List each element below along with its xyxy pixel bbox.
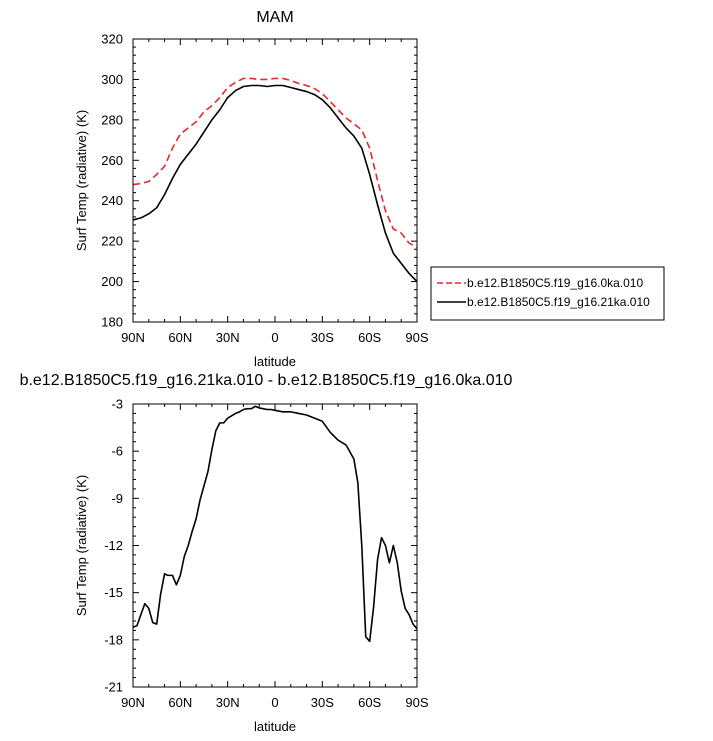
bottom-chart-xtick-label: 60N [168,695,192,710]
bottom-chart-xtick-label: 30S [311,695,334,710]
bottom-chart-frame [132,403,418,688]
bottom-chart-ytick-label: -6 [111,444,123,459]
bottom-chart-xtick-label: 90S [405,695,428,710]
top-chart-series [132,77,418,283]
bottom-chart-ylabel: Surf Temp (radiative) (K) [74,475,89,616]
legend: b.e12.B1850C5.f19_g16.0ka.010 b.e12.B185… [430,266,665,321]
bottom-chart-series-line-0 [132,405,418,643]
top-chart-xtick-label: 30S [311,330,334,345]
top-chart-frame [132,38,418,323]
bottom-chart-ytick-label: -18 [104,632,123,647]
top-chart-ytick-label: 240 [101,193,123,208]
top-chart-xtick-label: 90N [121,330,145,345]
bottom-chart-series [132,405,418,643]
top-chart-ytick-label: 220 [101,234,123,249]
bottom-chart-xtick-label: 60S [358,695,381,710]
bottom-chart-xtick-label: 0 [271,695,278,710]
legend-label-21ka: b.e12.B1850C5.f19_g16.21ka.010 [467,295,650,309]
bottom-chart-title: b.e12.B1850C5.f19_g16.21ka.010 - b.e12.B… [20,372,513,389]
bottom-chart-ytick-label: -9 [111,491,123,506]
top-chart-title: MAM [256,9,293,26]
top-chart-xlabel: latitude [254,354,296,369]
legend-label-0ka: b.e12.B1850C5.f19_g16.0ka.010 [467,276,643,290]
top-chart-xtick-label: 60S [358,330,381,345]
bottom-chart-xtick-label: 30N [216,695,240,710]
bottom-chart-ytick-label: -12 [104,538,123,553]
top-chart-ytick-label: 260 [101,153,123,168]
top-chart-ytick-label: 180 [101,315,123,330]
top-chart-series-line-0 [132,77,418,248]
bottom-chart-xtick-label: 90N [121,695,145,710]
top-chart-ticks: 90N 60N 30N 0 30S 60S 90S 180 200 220 240 260 280 300… [101,32,429,346]
bottom-chart-ytick-label: -21 [104,680,123,695]
top-chart-xtick-label: 0 [271,330,278,345]
top-chart-xtick-label: 60N [168,330,192,345]
top-chart-xtick-label: 30N [216,330,240,345]
top-chart-ytick-label: 280 [101,112,123,127]
legend-box [430,266,665,321]
top-chart-series-line-1 [132,84,418,283]
bottom-chart: b.e12.B1850C5.f19_g16.21ka.010 - b.e12.B… [20,372,513,734]
top-chart-xtick-label: 90S [405,330,428,345]
bottom-chart-ticks: 90N 60N 30N 0 30S 60S 90S -21 -18 -15 -12 -9 -6 -3 [104,397,429,711]
top-chart-ylabel: Surf Temp (radiative) (K) [74,110,89,251]
bottom-chart-ytick-label: -15 [104,585,123,600]
top-chart-ytick-label: 320 [101,32,123,47]
bottom-chart-ytick-label: -3 [111,397,123,412]
bottom-chart-xlabel: latitude [254,719,296,734]
top-chart-ytick-label: 300 [101,72,123,87]
top-chart: MAM Surf Temp (radiative) (K) latitude 9… [74,9,429,369]
top-chart-ytick-label: 200 [101,274,123,289]
